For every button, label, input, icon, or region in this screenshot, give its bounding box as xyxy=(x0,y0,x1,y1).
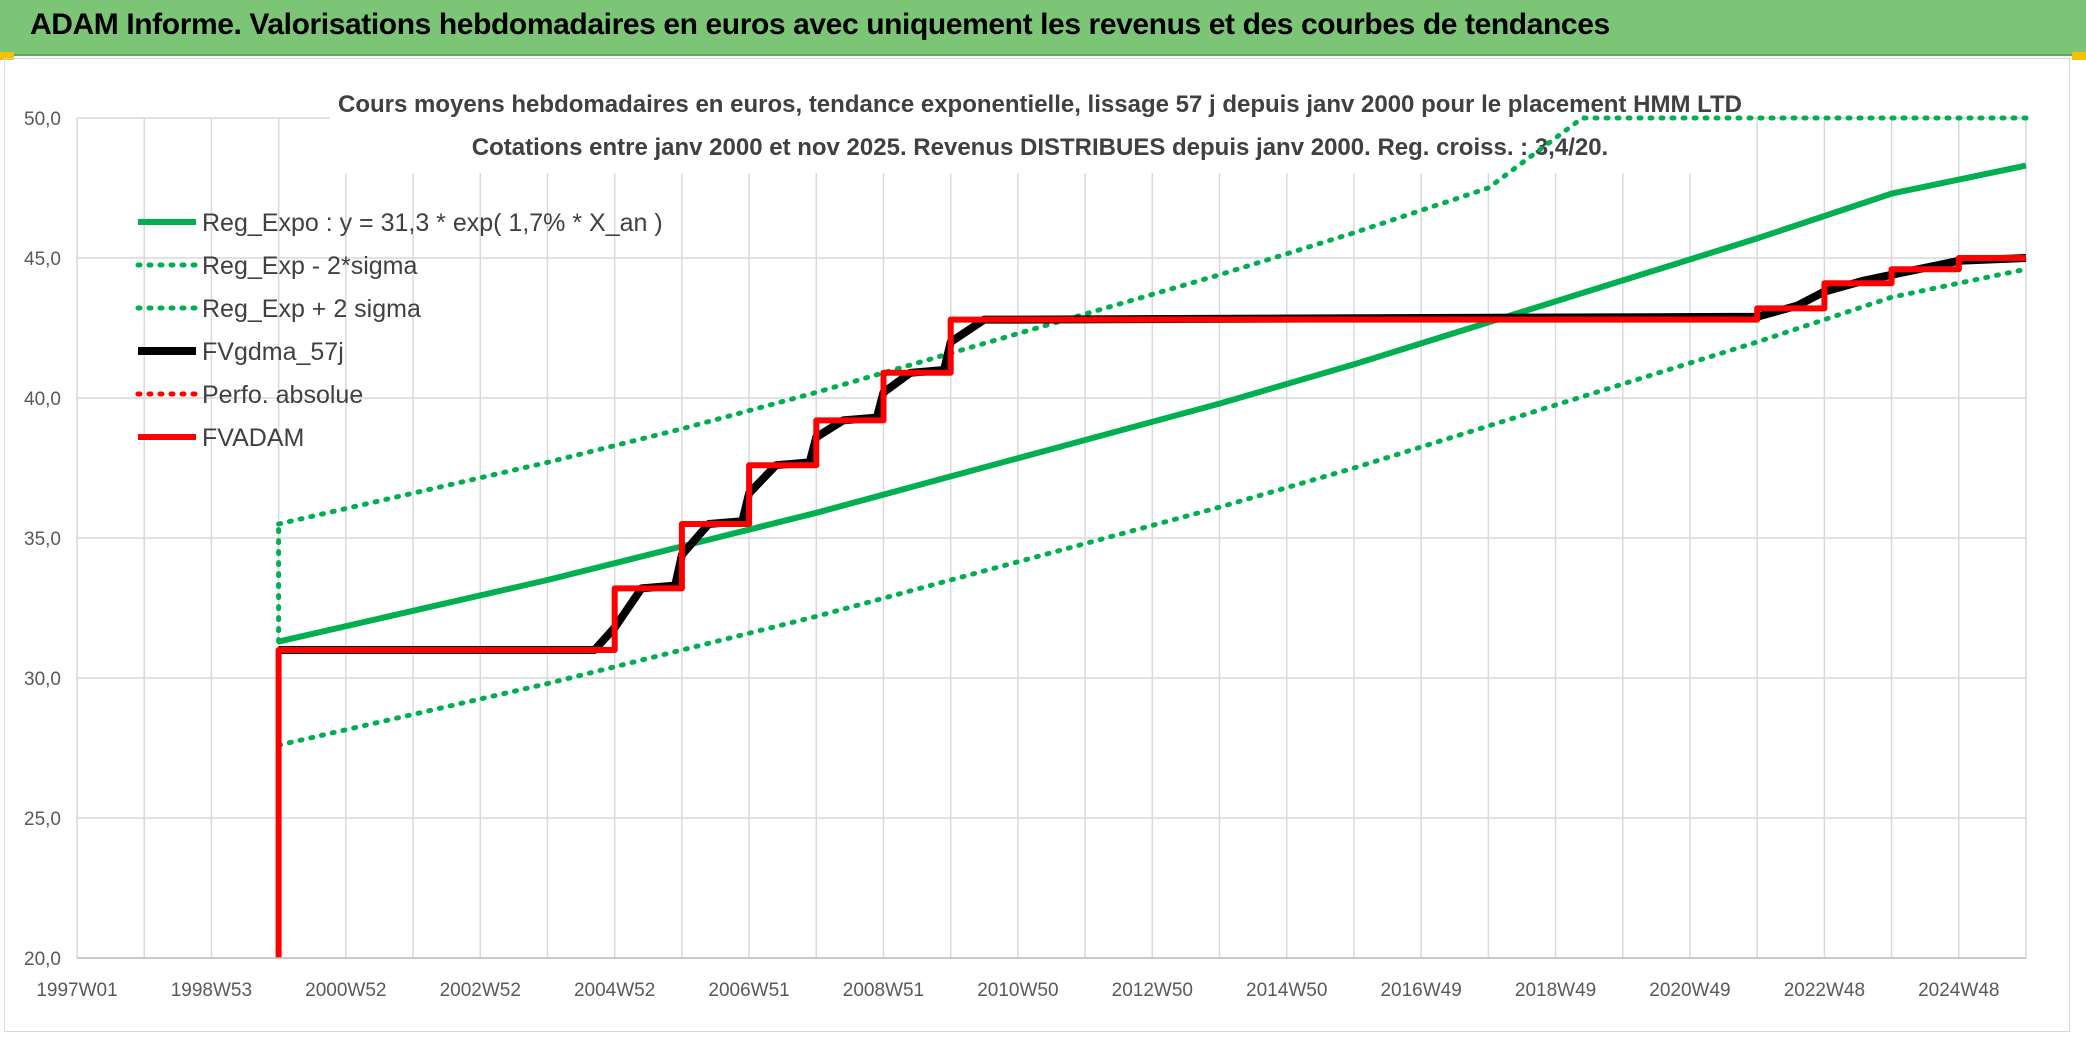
corner-marker-left xyxy=(0,52,14,60)
chart-title-line-2: Cotations entre janv 2000 et nov 2025. R… xyxy=(472,134,1608,161)
y-tick-label: 40,0 xyxy=(24,389,61,410)
legend-label-0: Reg_Expo : y = 31,3 * exp( 1,7% * X_an ) xyxy=(202,209,663,237)
x-tick-label: 2018W49 xyxy=(1515,980,1596,1001)
legend-label-4: Perfo. absolue xyxy=(202,381,363,409)
axes: 20,0 25,0 30,0 35,0 40,0 45,0 50,0 1997W01 1998W… xyxy=(24,109,2026,1001)
legend-label-3: FVgdma_57j xyxy=(202,338,344,366)
x-tick-label: 2004W52 xyxy=(574,980,655,1001)
x-tick-label: 2002W52 xyxy=(440,980,521,1001)
y-tick-label: 20,0 xyxy=(24,949,61,970)
legend-label-5: FVADAM xyxy=(202,424,304,452)
chart-title-line-1: Cours moyens hebdomadaires en euros, ten… xyxy=(338,91,1742,118)
x-tick-label: 2006W51 xyxy=(708,980,789,1001)
corner-marker-right xyxy=(2072,52,2086,60)
y-tick-label: 35,0 xyxy=(24,529,61,550)
report-header: ADAM Informe. Valorisations hebdomadaire… xyxy=(0,0,2086,56)
x-tick-label: 2022W48 xyxy=(1784,980,1865,1001)
x-tick-label: 2024W48 xyxy=(1918,980,1999,1001)
x-tick-label: 1998W53 xyxy=(171,980,252,1001)
chart-frame xyxy=(4,58,2070,1032)
x-tick-label: 1997W01 xyxy=(36,980,117,1001)
chart-title: Cours moyens hebdomadaires en euros, ten… xyxy=(330,76,1750,173)
x-tick-label: 2012W50 xyxy=(1112,980,1193,1001)
series-line-0 xyxy=(277,162,2027,645)
y-tick-label: 45,0 xyxy=(24,249,61,270)
x-tick-label: 2020W49 xyxy=(1649,980,1730,1001)
x-tick-label: 2000W52 xyxy=(305,980,386,1001)
series-line-5 xyxy=(275,255,2026,958)
series-line-1 xyxy=(276,266,2029,748)
legend: Reg_Expo : y = 31,3 * exp( 1,7% * X_an )… xyxy=(135,209,663,452)
x-tick-label: 2010W50 xyxy=(977,980,1058,1001)
report-title: ADAM Informe. Valorisations hebdomadaire… xyxy=(30,8,1610,41)
series-line-2 xyxy=(276,115,2029,527)
x-tick-label: 2016W49 xyxy=(1380,980,1461,1001)
y-tick-label: 25,0 xyxy=(24,809,61,830)
y-tick-label: 30,0 xyxy=(24,669,61,690)
x-tick-label: 2008W51 xyxy=(843,980,924,1001)
x-tick-label: 2014W50 xyxy=(1246,980,1327,1001)
y-tick-label: 50,0 xyxy=(24,109,61,130)
legend-label-2: Reg_Exp + 2 sigma xyxy=(202,295,421,323)
series xyxy=(275,115,2029,958)
legend-label-1: Reg_Exp - 2*sigma xyxy=(202,252,417,280)
